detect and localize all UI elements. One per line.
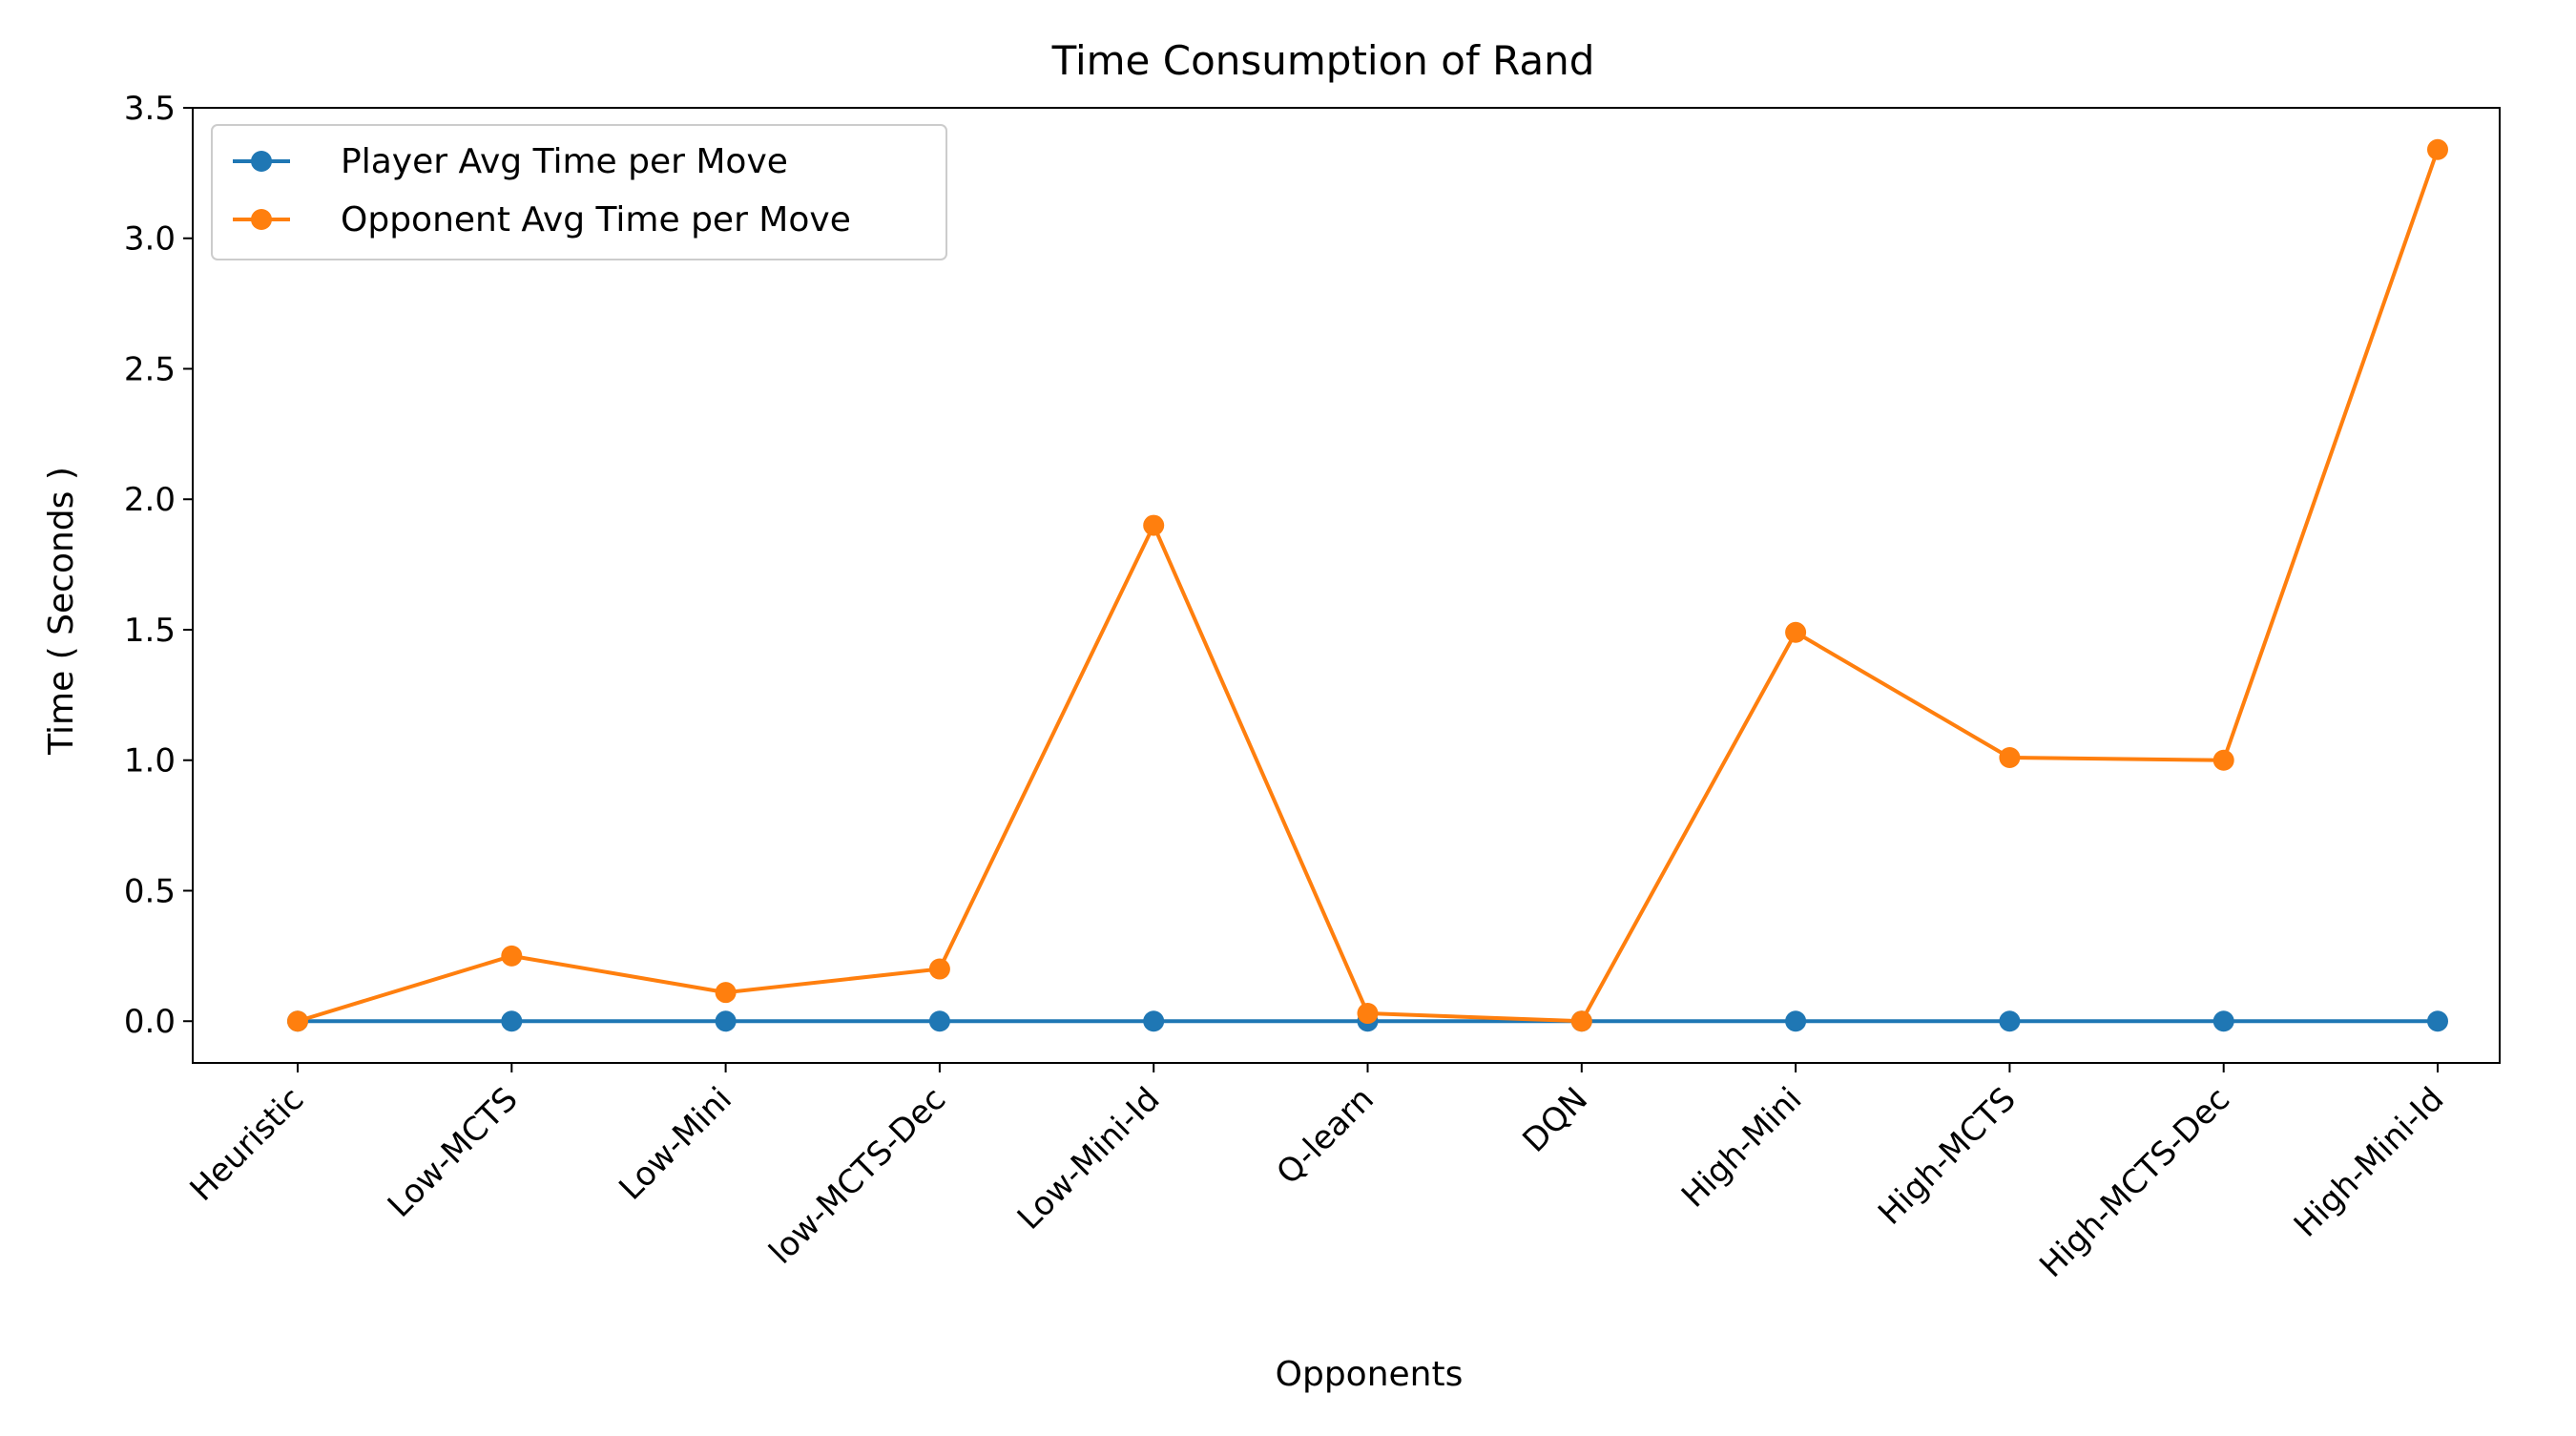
series-line bbox=[297, 149, 2440, 1024]
data-point bbox=[2212, 749, 2234, 771]
data-point bbox=[1357, 1003, 1379, 1025]
data-point bbox=[1785, 621, 1807, 643]
y-tick-label: 2.0 bbox=[124, 481, 176, 519]
data-point bbox=[1143, 1010, 1165, 1032]
x-tick-label: Low-Mini bbox=[612, 1080, 739, 1208]
y-tick-label: 3.0 bbox=[124, 220, 176, 259]
x-tick-label: Low-Mini-Id bbox=[1010, 1080, 1168, 1238]
plot-area: 0.0 0.5 1.0 1.5 2.0 2.5 3.0 3.5 Heuristic Low-MCT… bbox=[124, 90, 2501, 1285]
x-tick-label: DQN bbox=[1515, 1080, 1595, 1160]
data-point bbox=[2427, 138, 2448, 160]
legend-marker bbox=[251, 209, 272, 230]
x-tick-label: Heuristic bbox=[183, 1080, 312, 1209]
legend: Player Avg Time per Move Opponent Avg Tim… bbox=[211, 124, 947, 260]
data-point bbox=[501, 1010, 523, 1032]
data-point bbox=[2212, 1010, 2234, 1032]
chart-title: Time Consumption of Rand bbox=[1051, 37, 1595, 84]
data-point bbox=[1999, 747, 2021, 769]
y-tick-label: 1.0 bbox=[124, 742, 176, 780]
data-point bbox=[1785, 1010, 1807, 1032]
y-tick-label: 0.0 bbox=[124, 1003, 176, 1041]
data-point bbox=[928, 1010, 950, 1032]
data-point bbox=[2427, 1010, 2448, 1032]
x-axis-title: Opponents bbox=[1276, 1355, 1464, 1394]
x-tick-label: High-Mini bbox=[1674, 1080, 1810, 1216]
x-tick-label: High-MCTS-Dec bbox=[2032, 1080, 2237, 1285]
plot-frame bbox=[192, 107, 2501, 1064]
y-tick-label: 2.5 bbox=[124, 350, 176, 388]
data-point bbox=[1570, 1010, 1592, 1032]
data-point bbox=[1999, 1010, 2021, 1032]
legend-label: Player Avg Time per Move bbox=[341, 142, 788, 181]
data-point bbox=[1143, 514, 1165, 536]
legend-marker bbox=[251, 151, 272, 172]
y-tick-label: 1.5 bbox=[124, 612, 176, 650]
legend-box bbox=[211, 124, 947, 260]
legend-label: Opponent Avg Time per Move bbox=[341, 200, 851, 239]
y-axis-title: Time ( Seconds ) bbox=[42, 467, 81, 756]
data-point bbox=[715, 982, 737, 1004]
data-point bbox=[715, 1010, 737, 1032]
x-tick-label: High-Mini-Id bbox=[2287, 1080, 2452, 1245]
data-point bbox=[287, 1010, 308, 1032]
y-tick-label: 0.5 bbox=[124, 872, 176, 910]
x-tick-label: High-MCTS bbox=[1871, 1080, 2024, 1233]
data-point bbox=[928, 958, 950, 980]
x-tick-label: low-MCTS-Dec bbox=[762, 1080, 954, 1272]
y-tick-label: 3.5 bbox=[124, 90, 176, 128]
data-point bbox=[501, 945, 523, 967]
x-tick-label: Low-MCTS bbox=[381, 1080, 526, 1225]
x-tick-label: Q-learn bbox=[1269, 1080, 1381, 1192]
